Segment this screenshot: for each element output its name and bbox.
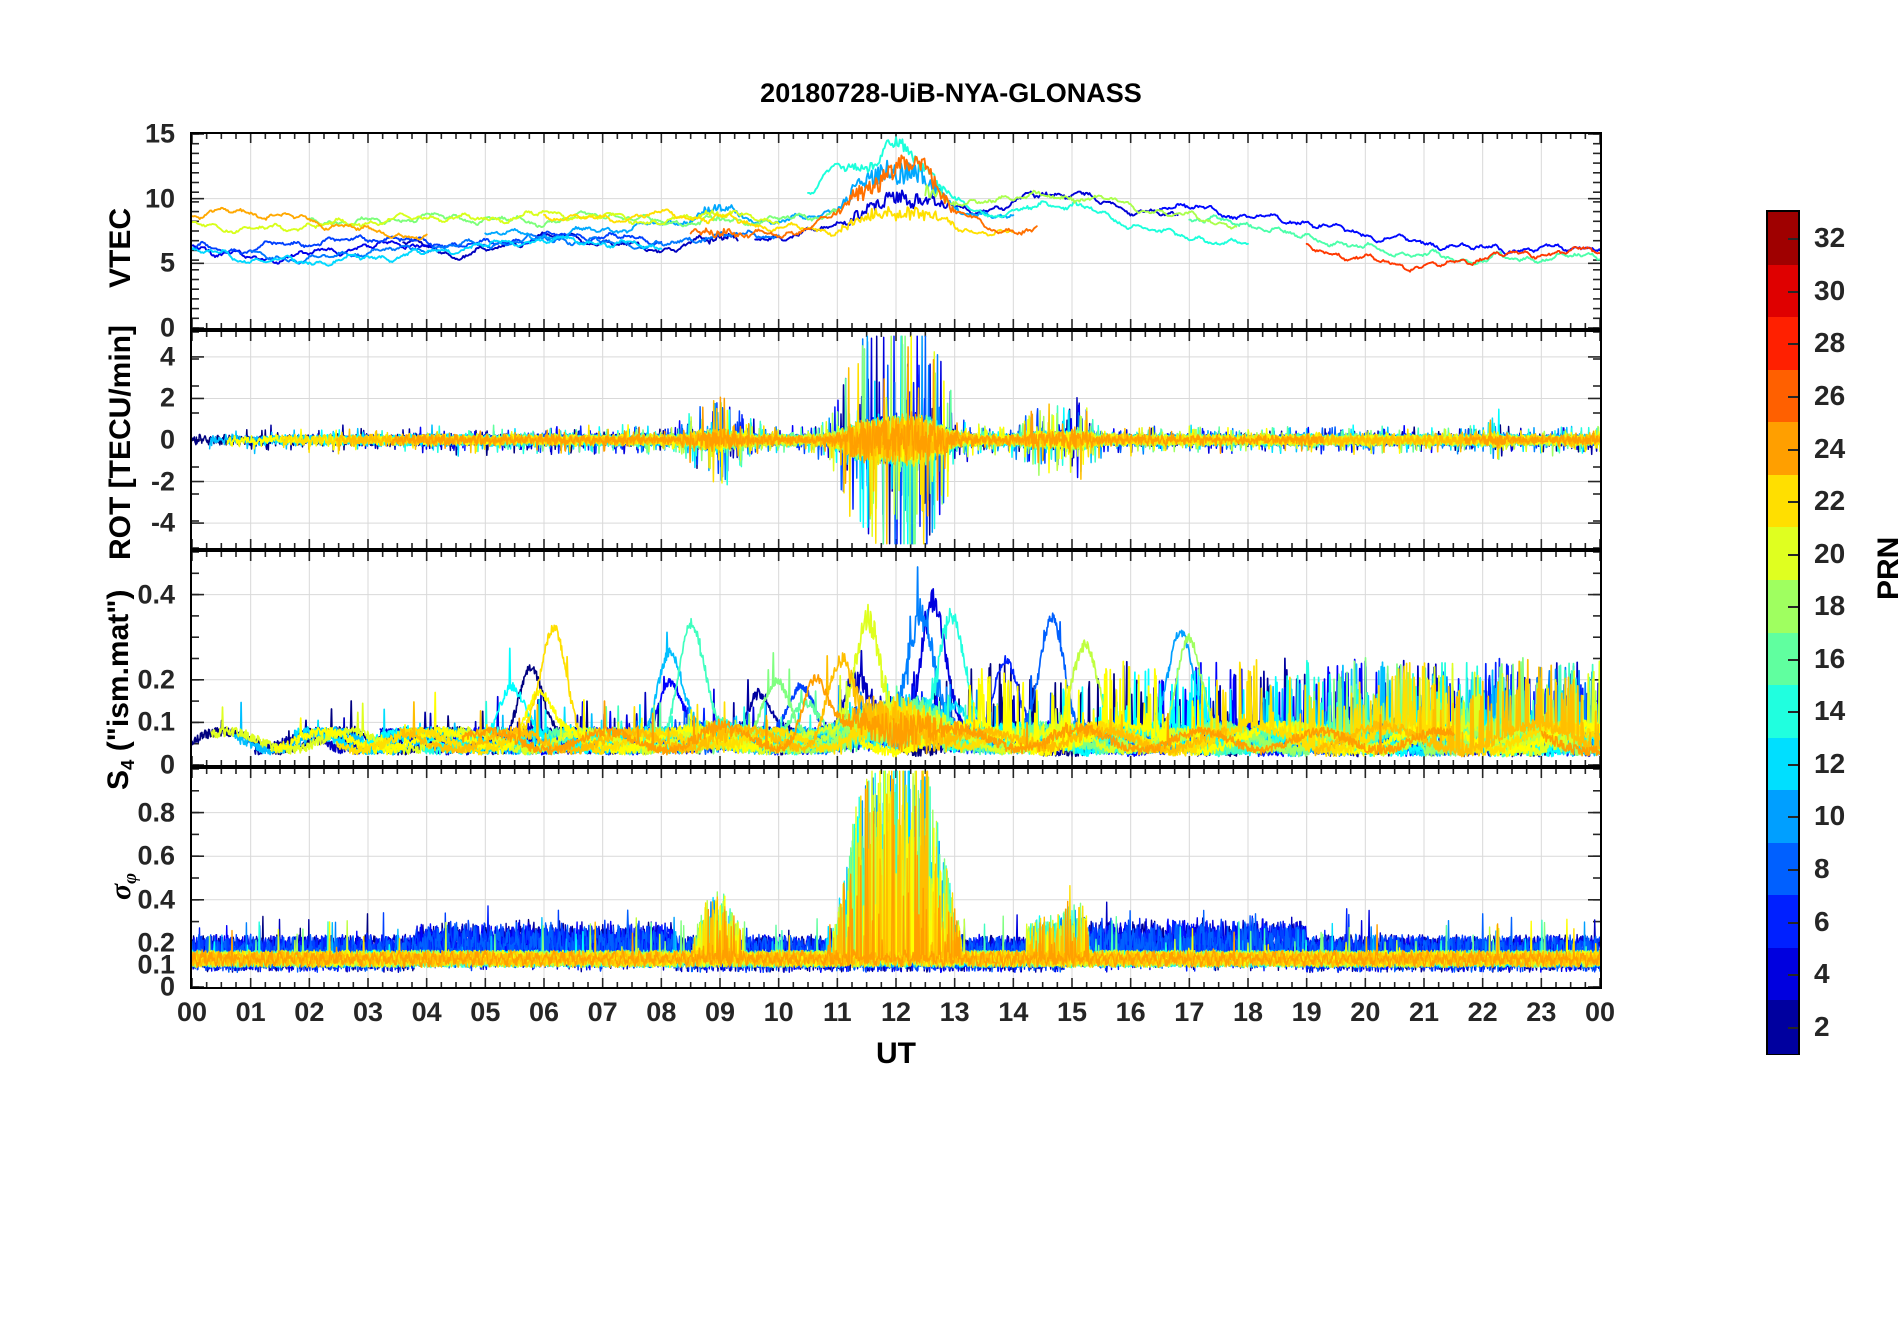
x-tick-label: 15 [1056,997,1088,1027]
colorbar-tick [1788,238,1798,241]
x-tick-label: 00 [176,997,208,1027]
y-tick-label: 0.4 [137,884,175,915]
y-tick-label: 0 [159,424,175,455]
x-tick-label: 19 [1291,997,1322,1027]
x-tick-label: 08 [646,997,677,1027]
x-tick-label: 11 [823,997,852,1027]
x-tick-label: 10 [763,997,794,1027]
colorbar-tick [1788,553,1798,556]
colorbar-label: 30 [1814,274,1846,306]
y-tick-label: 0 [159,971,175,1002]
colorbar-tick [1788,1026,1798,1029]
x-tick-label: 03 [352,997,384,1027]
colorbar-label: 4 [1814,958,1830,990]
y-tick-label: 5 [159,247,175,278]
colorbar-tick [1788,869,1798,872]
colorbar-label: 20 [1814,537,1846,569]
y-tick-label: 0.4 [137,579,175,610]
colorbar-label: 32 [1814,222,1846,254]
colorbar-label: 2 [1814,1010,1830,1042]
x-tick-label: 23 [1526,997,1557,1027]
colorbar-label: 24 [1814,432,1846,464]
x-tick-label: 07 [587,997,618,1027]
y-tick-label: 0.1 [137,706,175,737]
y-tick-label: 0.2 [137,927,175,958]
y-tick-label: 15 [144,118,175,149]
colorbar-label: 6 [1814,905,1830,937]
x-tick-label: 09 [704,997,736,1027]
x-tick-label: 01 [235,997,266,1027]
colorbar-tick [1788,763,1798,766]
panel-sigmaphi [190,767,1602,989]
colorbar-tick [1788,711,1798,714]
colorbar-label: 16 [1814,642,1846,674]
figure-title: 20180728-UiB-NYA-GLONASS [760,78,1142,108]
colorbar-tick [1788,606,1798,609]
colorbar-tick [1788,658,1798,661]
panel-s4 [190,550,1602,767]
colorbar-tick [1788,816,1798,819]
colorbar-tick [1788,501,1798,504]
y-tick-label: 0.8 [137,797,175,828]
y-tick-label: 2 [159,382,175,413]
y-tick-label: 0 [159,749,175,780]
x-tick-label: 16 [1115,997,1146,1027]
x-tick-label: 12 [880,997,912,1027]
colorbar-tick [1788,395,1798,398]
x-tick-label: 18 [1232,997,1264,1027]
colorbar-tick [1788,448,1798,451]
colorbar-label: 10 [1814,800,1846,832]
y-tick-label: 0.1 [137,949,175,980]
colorbar-label: 26 [1814,379,1846,411]
y-tick-label: 0.6 [137,840,175,871]
panel-rot [190,330,1602,550]
colorbar-label: 14 [1814,695,1846,727]
colorbar-label: 22 [1814,485,1846,517]
colorbar-tick [1788,290,1798,293]
x-tick-label: 21 [1408,997,1440,1027]
y-tick-label: -2 [150,466,175,497]
panel-vtec [190,132,1602,330]
x-tick-label: 22 [1467,997,1498,1027]
colorbar-label: 12 [1814,747,1846,779]
y-tick-label: 10 [144,183,175,214]
x-tick-label: 06 [528,997,560,1027]
y-tick-label: -4 [150,507,175,538]
x-tick-label: 20 [1350,997,1381,1027]
colorbar-tick [1788,921,1798,924]
y-tick-label: 0 [159,312,175,343]
colorbar-label: 8 [1814,853,1830,885]
x-tick-label: 02 [294,997,325,1027]
colorbar-label: 28 [1814,327,1846,359]
x-tick-label: 00 [1584,997,1616,1027]
x-tick-label: 14 [998,997,1029,1027]
colorbar-title: PRN [1872,536,1902,600]
x-tick-label: 13 [939,997,970,1027]
colorbar-tick [1788,343,1798,346]
x-axis-label: UT [876,1037,916,1070]
colorbar-tick [1788,974,1798,977]
x-tick-label: 17 [1174,997,1205,1027]
x-tick-label: 05 [470,997,501,1027]
colorbar [1766,210,1800,1055]
y-tick-label: 0.2 [137,664,175,695]
y-tick-label: 4 [159,341,175,372]
x-tick-label: 04 [411,997,442,1027]
panel-sigmaphi-ylabel-sub: φ [119,872,141,884]
colorbar-label: 18 [1814,590,1846,622]
